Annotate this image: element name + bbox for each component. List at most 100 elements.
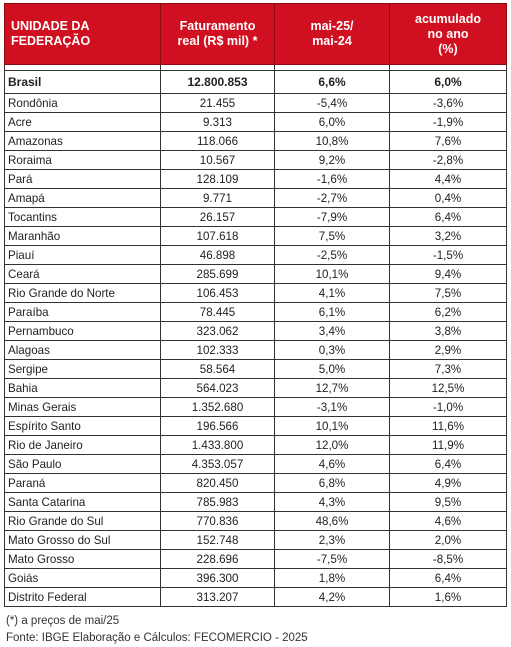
cell-acumulado: 6,4% <box>389 568 507 588</box>
cell-mai: 6,6% <box>274 70 390 94</box>
revenue-by-state-table: UNIDADE DA FEDERAÇÃO Faturamento real (R… <box>4 3 507 607</box>
header-uf-line1: UNIDADE DA <box>11 19 90 33</box>
cell-name: Espírito Santo <box>4 416 161 436</box>
table-row: Santa Catarina 785.983 4,3% 9,5% <box>4 492 507 512</box>
cell-name: Bahia <box>4 378 161 398</box>
cell-mai: 10,1% <box>274 416 390 436</box>
cell-faturamento: 1.433.800 <box>160 435 275 455</box>
cell-faturamento: 4.353.057 <box>160 454 275 474</box>
cell-acumulado: 6,2% <box>389 302 507 322</box>
cell-faturamento: 21.455 <box>160 93 275 113</box>
cell-acumulado: 4,9% <box>389 473 507 493</box>
cell-name: Sergipe <box>4 359 161 379</box>
cell-faturamento: 1.352.680 <box>160 397 275 417</box>
cell-faturamento: 118.066 <box>160 131 275 151</box>
revenue-table-container: UNIDADE DA FEDERAÇÃO Faturamento real (R… <box>4 3 507 647</box>
header-mai: mai-25/ mai-24 <box>274 3 390 65</box>
cell-mai: 3,4% <box>274 321 390 341</box>
cell-name: Acre <box>4 112 161 132</box>
cell-mai: 48,6% <box>274 511 390 531</box>
cell-mai: -2,7% <box>274 188 390 208</box>
cell-acumulado: -8,5% <box>389 549 507 569</box>
cell-faturamento: 313.207 <box>160 587 275 607</box>
cell-name: Rio de Janeiro <box>4 435 161 455</box>
cell-acumulado: 3,2% <box>389 226 507 246</box>
table-row: Bahia 564.023 12,7% 12,5% <box>4 378 507 398</box>
cell-faturamento: 58.564 <box>160 359 275 379</box>
cell-mai: 4,1% <box>274 283 390 303</box>
table-row: Sergipe 58.564 5,0% 7,3% <box>4 359 507 379</box>
cell-name: Maranhão <box>4 226 161 246</box>
cell-name: Piauí <box>4 245 161 265</box>
cell-faturamento: 152.748 <box>160 530 275 550</box>
cell-faturamento: 564.023 <box>160 378 275 398</box>
table-row: Distrito Federal 313.207 4,2% 1,6% <box>4 587 507 607</box>
cell-name: Paraíba <box>4 302 161 322</box>
cell-acumulado: 0,4% <box>389 188 507 208</box>
cell-faturamento: 9.313 <box>160 112 275 132</box>
cell-acumulado: -2,8% <box>389 150 507 170</box>
cell-name: Alagoas <box>4 340 161 360</box>
cell-mai: 12,0% <box>274 435 390 455</box>
table-row: Pernambuco 323.062 3,4% 3,8% <box>4 321 507 341</box>
cell-name: Pernambuco <box>4 321 161 341</box>
cell-name: Mato Grosso do Sul <box>4 530 161 550</box>
header-uf-line2: FEDERAÇÃO <box>11 34 91 48</box>
cell-acumulado: 9,5% <box>389 492 507 512</box>
table-row: Paraíba 78.445 6,1% 6,2% <box>4 302 507 322</box>
cell-name: Santa Catarina <box>4 492 161 512</box>
header-mai-line2: mai-24 <box>312 34 352 48</box>
cell-name: Distrito Federal <box>4 587 161 607</box>
cell-name: Ceará <box>4 264 161 284</box>
cell-mai: 1,8% <box>274 568 390 588</box>
cell-faturamento: 196.566 <box>160 416 275 436</box>
cell-acumulado: 9,4% <box>389 264 507 284</box>
table-row: Piauí 46.898 -2,5% -1,5% <box>4 245 507 265</box>
header-acumulado: acumulado no ano (%) <box>389 3 507 65</box>
table-row: Acre 9.313 6,0% -1,9% <box>4 112 507 132</box>
cell-mai: 5,0% <box>274 359 390 379</box>
cell-mai: -7,9% <box>274 207 390 227</box>
cell-faturamento: 820.450 <box>160 473 275 493</box>
table-header-row: UNIDADE DA FEDERAÇÃO Faturamento real (R… <box>4 3 507 65</box>
table-row: Ceará 285.699 10,1% 9,4% <box>4 264 507 284</box>
cell-acumulado: 11,6% <box>389 416 507 436</box>
cell-acumulado: 3,8% <box>389 321 507 341</box>
cell-faturamento: 128.109 <box>160 169 275 189</box>
cell-acumulado: 2,0% <box>389 530 507 550</box>
header-uf: UNIDADE DA FEDERAÇÃO <box>4 3 161 65</box>
cell-name: Rondônia <box>4 93 161 113</box>
cell-acumulado: -3,6% <box>389 93 507 113</box>
table-row: Rio Grande do Sul 770.836 48,6% 4,6% <box>4 511 507 531</box>
cell-mai: 4,2% <box>274 587 390 607</box>
cell-acumulado: 7,5% <box>389 283 507 303</box>
cell-mai: 6,1% <box>274 302 390 322</box>
cell-faturamento: 107.618 <box>160 226 275 246</box>
cell-faturamento: 102.333 <box>160 340 275 360</box>
cell-faturamento: 10.567 <box>160 150 275 170</box>
cell-mai: 6,0% <box>274 112 390 132</box>
table-row: Mato Grosso do Sul 152.748 2,3% 2,0% <box>4 530 507 550</box>
source-note: Fonte: IBGE Elaboração e Cálculos: FECOM… <box>6 632 308 644</box>
table-row: Maranhão 107.618 7,5% 3,2% <box>4 226 507 246</box>
table-row: Rio Grande do Norte 106.453 4,1% 7,5% <box>4 283 507 303</box>
table-row: Mato Grosso 228.696 -7,5% -8,5% <box>4 549 507 569</box>
cell-faturamento: 785.983 <box>160 492 275 512</box>
cell-mai: 4,6% <box>274 454 390 474</box>
table-row: Roraima 10.567 9,2% -2,8% <box>4 150 507 170</box>
cell-mai: -1,6% <box>274 169 390 189</box>
cell-name: Minas Gerais <box>4 397 161 417</box>
footnote: (*) a preços de mai/25 <box>6 615 120 627</box>
cell-mai: 2,3% <box>274 530 390 550</box>
cell-name: Brasil <box>4 70 161 94</box>
table-row: Amazonas 118.066 10,8% 7,6% <box>4 131 507 151</box>
cell-mai: -2,5% <box>274 245 390 265</box>
header-faturamento-line2: real (R$ mil) * <box>177 34 258 48</box>
cell-faturamento: 106.453 <box>160 283 275 303</box>
cell-name: São Paulo <box>4 454 161 474</box>
cell-mai: -7,5% <box>274 549 390 569</box>
table-row: Alagoas 102.333 0,3% 2,9% <box>4 340 507 360</box>
cell-mai: 9,2% <box>274 150 390 170</box>
table-notes: (*) a preços de mai/25 Fonte: IBGE Elabo… <box>4 613 506 647</box>
cell-acumulado: 6,4% <box>389 207 507 227</box>
